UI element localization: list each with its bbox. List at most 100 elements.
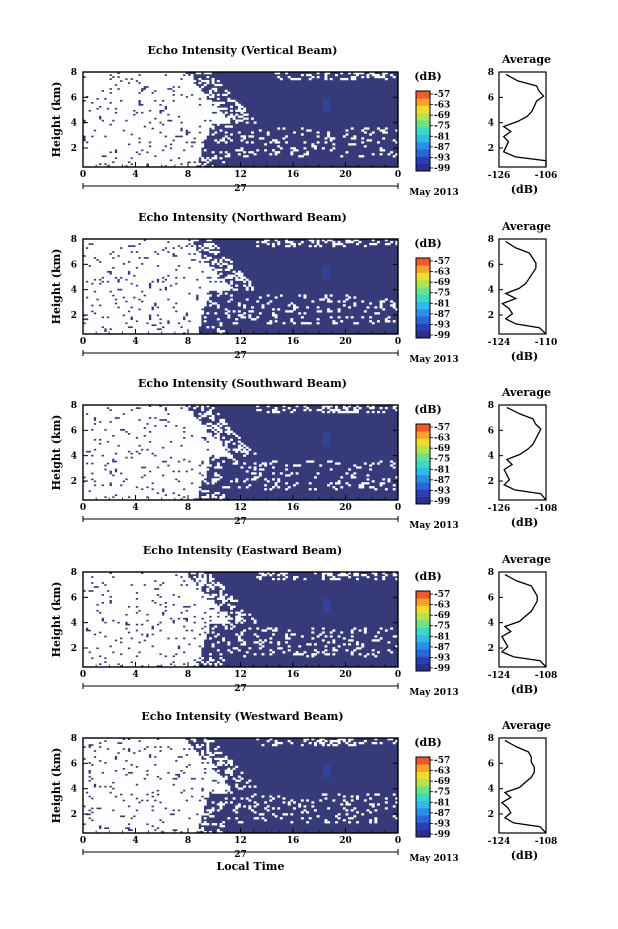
no-data-cell [143, 264, 147, 268]
no-data-cell [96, 260, 100, 264]
no-data-cell [164, 131, 168, 134]
no-data-cell [135, 254, 139, 258]
no-data-cell [159, 264, 163, 268]
no-data-cell [148, 280, 152, 283]
no-data-cell [130, 330, 134, 333]
no-data-cell [185, 326, 189, 329]
no-data-cell [169, 240, 173, 244]
no-data-cell [109, 324, 113, 327]
no-data-cell [369, 242, 373, 246]
no-data-cell [109, 161, 113, 164]
no-data-cell [209, 117, 212, 120]
no-data-cell [122, 151, 126, 154]
no-data-cell [138, 147, 142, 150]
no-data-cell [227, 153, 231, 156]
no-data-cell [88, 143, 92, 146]
no-data-cell [219, 115, 223, 118]
no-data-cell [382, 73, 386, 77]
no-data-cell [174, 91, 178, 95]
no-data-cell [353, 137, 357, 140]
no-data-cell [125, 163, 128, 166]
no-data-cell [272, 308, 275, 311]
no-data-cell [143, 127, 147, 130]
no-data-cell [172, 288, 176, 291]
no-data-cell [132, 143, 136, 146]
no-data-cell [159, 99, 163, 102]
no-data-cell [209, 270, 212, 273]
no-data-cell [148, 304, 152, 307]
no-data-cell [227, 258, 231, 262]
no-data-cell [156, 113, 160, 116]
no-data-cell [193, 99, 197, 102]
no-data-cell [114, 109, 118, 112]
no-data-cell [174, 83, 178, 87]
no-data-cell [235, 278, 239, 281]
no-data-cell [138, 72, 142, 75]
no-data-cell [180, 322, 184, 325]
no-data-cell [211, 242, 215, 246]
no-data-cell [159, 312, 163, 315]
no-data-cell [167, 300, 170, 303]
no-data-cell [83, 266, 86, 269]
no-data-cell [85, 268, 89, 271]
no-data-cell [180, 87, 184, 91]
no-data-cell [127, 97, 131, 101]
no-data-cell [195, 99, 199, 102]
no-data-cell [96, 324, 100, 327]
no-data-cell [98, 165, 102, 168]
no-data-cell [211, 250, 215, 254]
no-data-cell [132, 328, 136, 331]
no-data-cell [146, 264, 149, 268]
no-data-cell [88, 240, 92, 244]
no-data-cell [119, 119, 123, 122]
no-data-cell [214, 115, 218, 118]
no-data-cell [148, 153, 152, 156]
no-data-cell [138, 260, 142, 264]
no-data-cell [177, 240, 181, 244]
no-data-cell [214, 312, 218, 315]
no-data-cell [83, 252, 86, 256]
no-data-cell [117, 111, 121, 114]
no-data-cell [198, 270, 202, 273]
no-data-cell [303, 153, 307, 156]
y-tick-label: 4 [71, 286, 77, 296]
no-data-cell [135, 248, 139, 252]
no-data-cell [140, 264, 144, 268]
no-data-cell [161, 300, 165, 303]
no-data-cell [167, 131, 170, 134]
no-data-cell [83, 153, 86, 156]
no-data-cell [106, 268, 110, 271]
no-data-cell [161, 133, 165, 136]
no-data-cell [111, 99, 115, 102]
no-data-cell [174, 113, 178, 116]
no-data-cell [164, 147, 168, 150]
no-data-cell [88, 165, 92, 168]
no-data-cell [101, 83, 105, 87]
no-data-cell [185, 270, 189, 273]
no-data-cell [138, 83, 142, 87]
no-data-cell [167, 107, 170, 110]
no-data-cell [106, 117, 110, 120]
no-data-cell [258, 312, 262, 315]
no-data-cell [379, 300, 383, 303]
no-data-cell [83, 159, 86, 162]
no-data-cell [153, 330, 157, 333]
no-data-cell [164, 137, 168, 140]
no-data-cell [148, 324, 152, 327]
no-data-cell [130, 256, 134, 260]
no-data-cell [146, 75, 149, 79]
no-data-cell [88, 298, 92, 301]
no-data-cell [114, 266, 118, 269]
no-data-cell [174, 278, 178, 281]
no-data-cell [104, 302, 107, 305]
no-data-cell [195, 312, 199, 315]
no-data-cell [201, 284, 205, 287]
no-data-cell [224, 93, 228, 97]
no-data-cell [159, 125, 163, 128]
no-data-cell [316, 239, 320, 242]
no-data-cell [117, 107, 121, 110]
no-data-cell [148, 308, 152, 311]
no-data-cell [83, 77, 86, 81]
no-data-cell [156, 105, 160, 108]
no-data-cell [114, 294, 118, 297]
